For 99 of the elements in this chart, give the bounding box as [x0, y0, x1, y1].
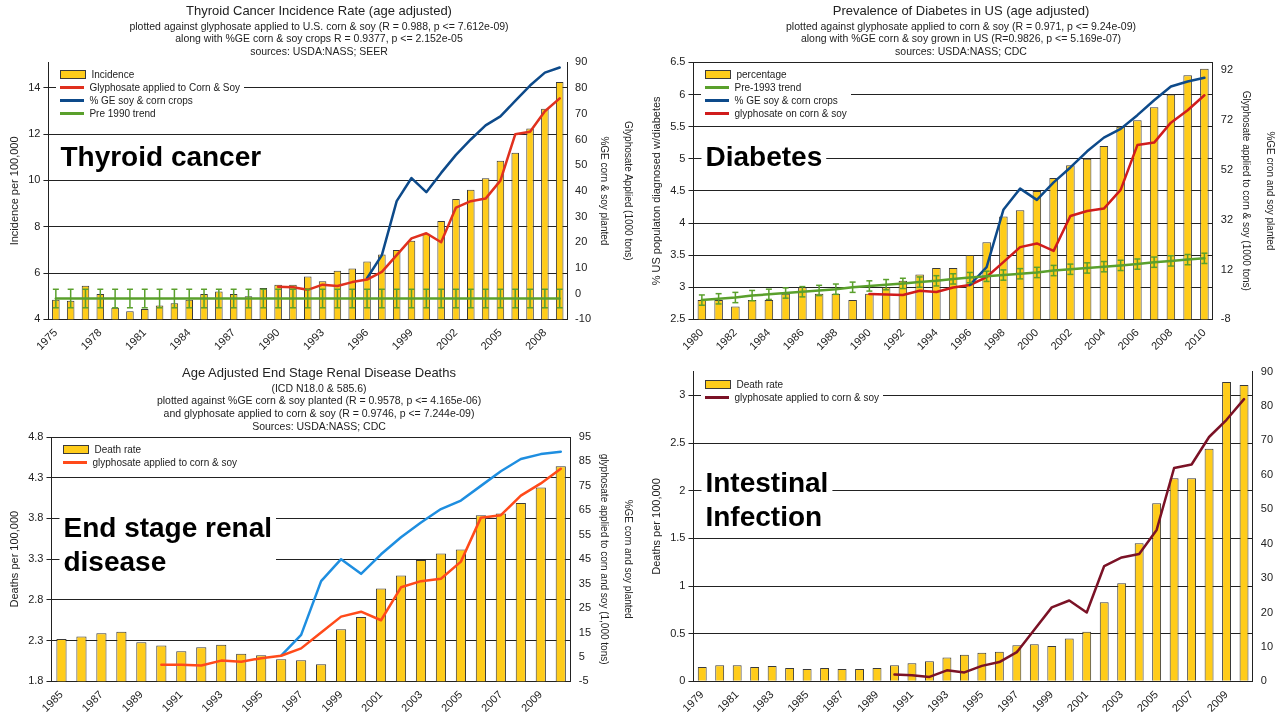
legend-label: glyphosate applied to corn & soy — [734, 390, 880, 404]
y2-tick-label: 90 — [1260, 364, 1274, 377]
chart-subtitle: (ICD N18.0 & 585.6) plotted against %GE corn & soy planted (R = 0.9578, p <= 4.165e-06) and glyphosate applied to corn & soy (R = 0.9746, p <= 7.244e-09) Sources: USDA:NASS; CDC — [156, 381, 482, 432]
y-tick-label: 12 — [28, 127, 41, 140]
y2-tick-label: -8 — [1220, 312, 1231, 325]
y2-tick-label: 80 — [575, 81, 588, 94]
y2-tick-label: 52 — [1220, 163, 1234, 175]
legend-label: Death rate — [736, 377, 784, 391]
legend-label: Pre 1990 trend — [89, 107, 156, 121]
y-tick-label: 1.5 — [670, 531, 686, 544]
y3-axis-title: Glyphosate Applied (1000 tons) — [623, 121, 635, 261]
chart-title: Thyroid Cancer Incidence Rate (age adjusted) — [186, 3, 452, 19]
chart-subtitle: plotted against glyphosate applied to corn & soy (R = 0.971, p <= 9.24e-09) along with %GE corn & soy grown in US (R=0.9826, p <= 5.169e-07) sources: USDA:NASS; CDC — [786, 19, 1136, 57]
legend-label: glyphosate applied to corn & soy — [92, 456, 238, 469]
y2-tick-label: 35 — [578, 576, 592, 589]
y2-tick-label: 32 — [1220, 212, 1234, 225]
y-axis-title: % US populaton diagnosed w/diabetes — [649, 95, 662, 286]
y2-tick-label: 25 — [578, 601, 592, 614]
legend-label: % GE soy & corn crops — [734, 94, 838, 108]
annotation: Intestinal Infection — [705, 467, 829, 533]
y-tick-label: 10 — [28, 173, 41, 186]
y-tick-label: 2.5 — [670, 436, 686, 449]
y3-axis-title: %GE corn and soy planted — [623, 499, 635, 619]
chart-title: Age Adjusted End Stage Renal Disease Deaths — [182, 365, 457, 381]
y-tick-label: 14 — [28, 80, 41, 93]
y-tick-label: 3.8 — [28, 511, 44, 524]
y-tick-label: 2.5 — [670, 312, 686, 325]
y2-tick-label: 15 — [578, 625, 592, 638]
y-tick-label: 4.3 — [28, 470, 44, 483]
y2-tick-label: 40 — [575, 183, 588, 196]
y-tick-label: 3.3 — [28, 552, 44, 565]
legend-label: Glyphosate applied to Corn & Soy — [89, 81, 241, 95]
y2-tick-label: 60 — [1260, 467, 1274, 480]
y2-axis-title: Glyphosate applied to corn & soy (1000 tons) — [1241, 90, 1253, 291]
y2-tick-label: 85 — [578, 454, 592, 467]
y-tick-label: 3 — [679, 388, 686, 401]
y2-tick-label: 30 — [575, 209, 588, 222]
y2-tick-label: 55 — [578, 527, 592, 540]
y-tick-label: 6.5 — [670, 55, 686, 68]
y2-axis-title: %GE corn & soy planted — [599, 136, 611, 246]
y2-tick-label: 10 — [1260, 639, 1274, 652]
y-tick-label: 3.5 — [670, 248, 686, 261]
y2-tick-label: 72 — [1220, 113, 1234, 126]
y2-tick-label: 60 — [575, 132, 588, 145]
legend-label: percentage — [736, 68, 787, 82]
y2-tick-label: 45 — [578, 552, 592, 565]
y-tick-label: 5 — [679, 151, 686, 164]
y-axis-title: Incidence per 100,000 — [7, 136, 20, 246]
y3-axis-title: %GE cron and soy planted — [1265, 131, 1277, 251]
y2-tick-label: 50 — [1260, 502, 1274, 515]
y2-tick-label: 70 — [575, 106, 588, 119]
y-tick-label: 2.3 — [28, 633, 44, 646]
y-tick-label: 8 — [34, 219, 41, 232]
y-tick-label: 4 — [34, 312, 41, 325]
y2-tick-label: 10 — [575, 261, 588, 273]
chart-title: Prevalence of Diabetes in US (age adjusted) — [832, 3, 1090, 19]
y-tick-label: 5.5 — [670, 119, 686, 132]
y-tick-label: 0.5 — [670, 626, 686, 639]
y-tick-label: 4.8 — [28, 430, 44, 443]
y2-tick-label: -5 — [578, 674, 589, 687]
y-tick-label: 1 — [679, 579, 686, 592]
y2-tick-label: 80 — [1260, 399, 1274, 412]
annotation: End stage renal disease — [63, 511, 273, 577]
y2-tick-label: 30 — [1260, 571, 1274, 584]
y2-tick-label: 5 — [578, 649, 585, 662]
y2-tick-label: 70 — [1260, 433, 1274, 446]
y-tick-label: 3 — [679, 280, 686, 293]
y-axis-title: Deaths per 100,000 — [649, 478, 662, 575]
y2-tick-label: 40 — [1260, 536, 1274, 549]
legend-label: Incidence — [91, 68, 135, 82]
y-tick-label: 6 — [34, 266, 41, 279]
y-tick-label: 1.8 — [28, 674, 44, 687]
y-tick-label: 2 — [679, 483, 686, 496]
legend-label: Pre-1993 trend — [734, 81, 802, 95]
chart-subtitle: plotted against glyphosate applied to U.S. corn & soy (R = 0.988, p <= 7.612e-09) along with %GE corn & soy crops R = 0.9377, p <= 2.152e-05 sources: USDA:NASS; SEER — [129, 19, 509, 57]
y2-tick-label: 20 — [1260, 605, 1274, 618]
legend-label: glyphosate on corn & soy — [734, 107, 847, 121]
y2-tick-label: 50 — [575, 158, 588, 171]
annotation: Thyroid cancer — [60, 141, 262, 173]
y2-tick-label: 90 — [575, 55, 588, 68]
y-tick-label: 4.5 — [670, 183, 686, 196]
y2-axis-title: glyphosate applied to corn and soy (1,000 tons) — [599, 453, 611, 665]
legend-label: % GE soy & corn crops — [89, 94, 193, 108]
y2-tick-label: 65 — [578, 503, 592, 516]
y2-tick-label: 95 — [578, 430, 592, 443]
y2-tick-label: 75 — [578, 478, 592, 491]
legend-label: Death rate — [94, 443, 142, 456]
y-tick-label: 2.8 — [28, 592, 44, 605]
y-tick-label: 6 — [679, 87, 686, 100]
y-tick-label: 4 — [679, 216, 686, 229]
y-tick-label: 0 — [679, 674, 686, 687]
y2-tick-label: 92 — [1220, 63, 1234, 76]
y2-tick-label: 20 — [575, 235, 588, 248]
y2-tick-label: -10 — [575, 312, 592, 325]
y2-tick-label: 0 — [1260, 674, 1267, 687]
y2-tick-label: 0 — [575, 286, 582, 299]
y2-tick-label: 12 — [1220, 262, 1234, 275]
annotation: Diabetes — [705, 141, 823, 173]
y-axis-title: Deaths per 100,000 — [7, 510, 20, 608]
